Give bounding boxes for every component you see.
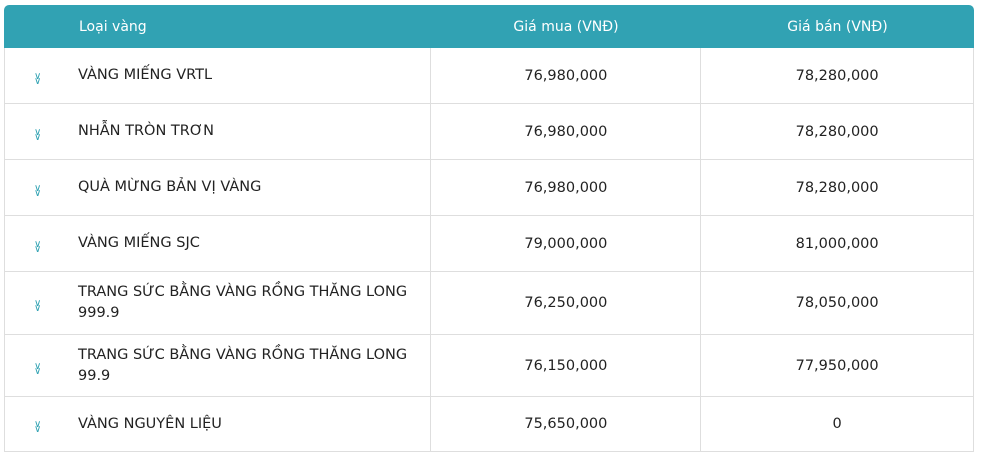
chevron-double-down-icon[interactable]: ∨ ∨ [34,419,42,435]
sell-price: 77,950,000 [795,357,879,374]
chevron-double-down-icon[interactable]: ∨ ∨ [34,126,42,143]
buy-price: 76,150,000 [524,357,608,374]
table-row[interactable]: ∨ ∨ TRANG SỨC BẰNG VÀNG RỒNG THĂNG LONG 99… [4,335,974,397]
chevron-double-down-icon[interactable]: ∨ ∨ [34,70,42,87]
header-sell: Giá bán (VNĐ) [787,18,888,35]
buy-price: 76,250,000 [524,295,608,311]
sell-price: 78,050,000 [795,295,879,311]
buy-price: 76,980,000 [524,123,608,140]
table-row[interactable]: ∨ ∨ VÀNG NGUYÊN LIỆU 75,650,000 0 [4,397,974,452]
gold-type: VÀNG MIẾNG SJC [78,235,200,251]
sell-price: 0 [832,416,842,432]
gold-type: TRANG SỨC BẰNG VÀNG RỒNG THĂNG LONG 99.9 [78,346,408,384]
buy-price: 79,000,000 [524,235,608,252]
chevron-double-down-icon[interactable]: ∨ ∨ [34,360,42,377]
buy-price: 75,650,000 [524,416,608,432]
chevron-double-down-icon[interactable]: ∨ ∨ [34,298,42,314]
sell-price: 78,280,000 [795,179,879,196]
gold-type: VÀNG MIẾNG VRTL [78,67,213,83]
chevron-double-down-icon[interactable]: ∨ ∨ [34,182,42,199]
sell-price: 78,280,000 [795,123,879,140]
buy-price: 76,980,000 [524,179,608,196]
table-row[interactable]: ∨ ∨ TRANG SỨC BẰNG VÀNG RỒNG THĂNG LONG 99… [4,272,974,335]
sell-price: 81,000,000 [795,235,879,252]
gold-price-table: Loại vàng Giá mua (VNĐ) Giá bán (VNĐ) ∨ ∨… [4,5,974,452]
gold-type: QUÀ MỪNG BẢN VỊ VÀNG [78,179,262,195]
table-row[interactable]: ∨ ∨ QUÀ MỪNG BẢN VỊ VÀNG 76,980,000 78,280… [4,160,974,216]
table-row[interactable]: ∨ ∨ VÀNG MIẾNG SJC 79,000,000 81,000,000 [4,216,974,272]
buy-price: 76,980,000 [524,67,608,84]
table-header: Loại vàng Giá mua (VNĐ) Giá bán (VNĐ) [4,5,974,48]
gold-type: NHẪN TRÒN TRƠN [78,123,214,139]
table-row[interactable]: ∨ ∨ VÀNG MIẾNG VRTL 76,980,000 78,280,000 [4,48,974,104]
gold-type: VÀNG NGUYÊN LIỆU [78,415,222,432]
gold-type: TRANG SỨC BẰNG VÀNG RỒNG THĂNG LONG 999.… [78,284,408,321]
header-buy: Giá mua (VNĐ) [513,18,619,35]
table-row[interactable]: ∨ ∨ NHẪN TRÒN TRƠN 76,980,000 78,280,000 [4,104,974,160]
header-type: Loại vàng [79,18,147,35]
chevron-double-down-icon[interactable]: ∨ ∨ [34,238,42,255]
sell-price: 78,280,000 [795,67,879,84]
